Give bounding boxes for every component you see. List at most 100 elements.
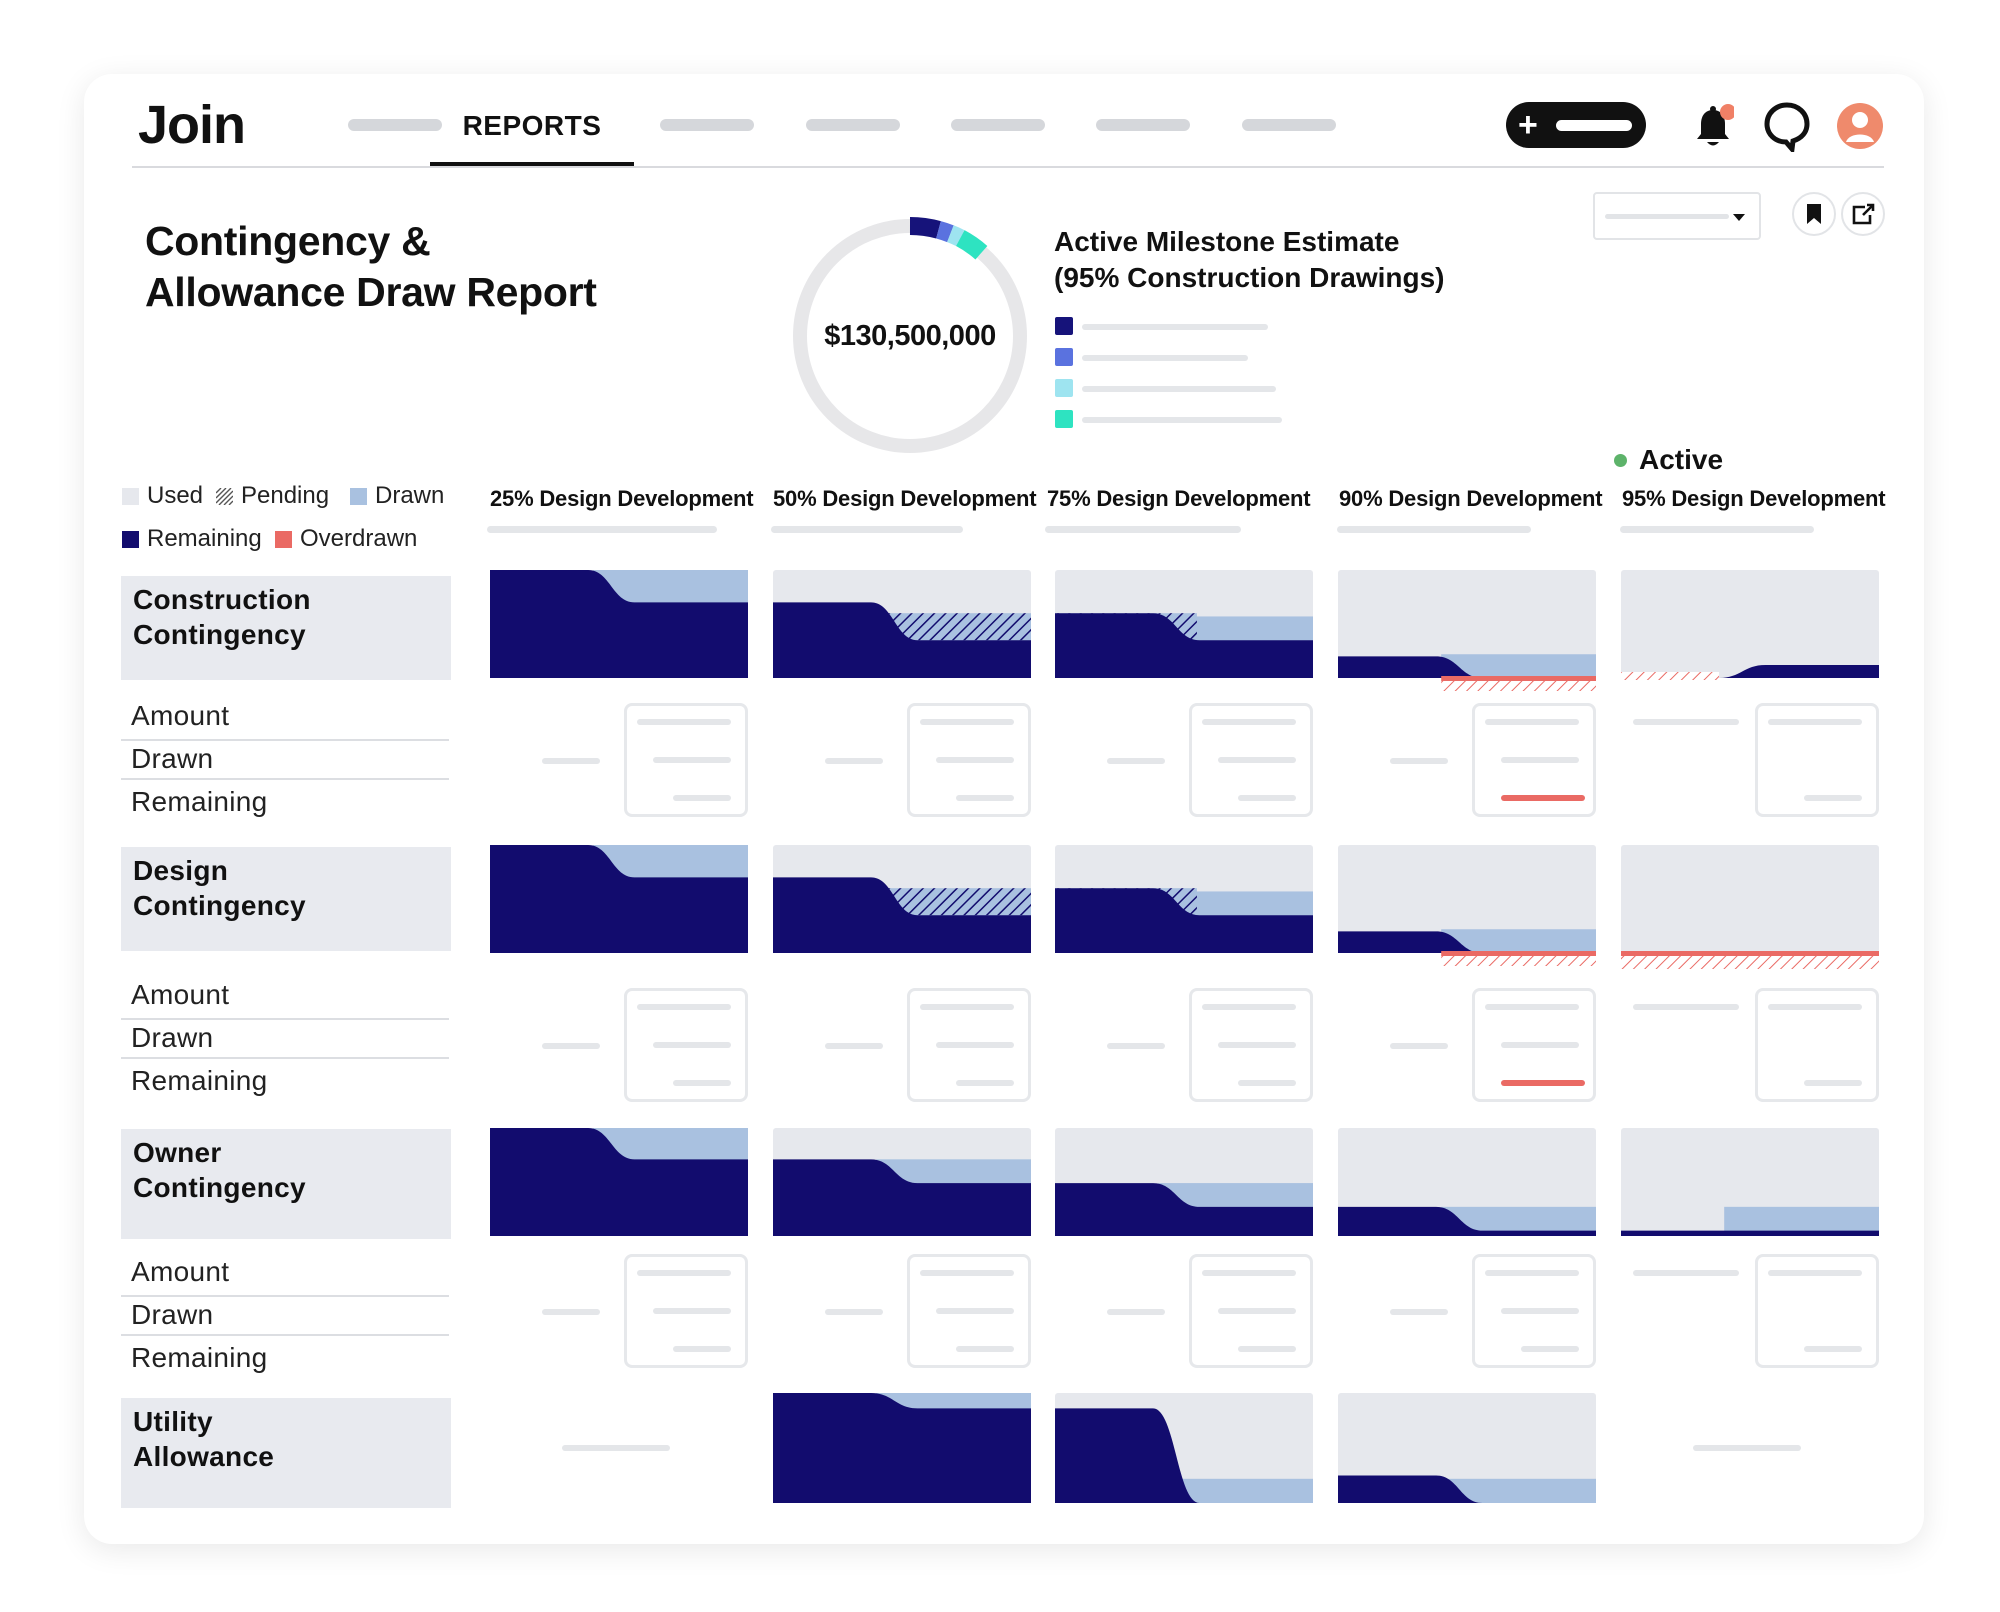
- value-detail-box[interactable]: [624, 1254, 748, 1368]
- swatch-overdrawn: [275, 530, 292, 548]
- row-label-drawn: Drawn: [131, 743, 214, 774]
- remaining-area: [1055, 888, 1313, 953]
- legend-used: Used: [122, 482, 203, 510]
- chat-icon[interactable]: [1762, 100, 1812, 152]
- milestone-title-line: Active Milestone Estimate: [1054, 226, 1400, 257]
- value-detail-box[interactable]: [1755, 703, 1879, 817]
- draw-area-chart[interactable]: [1621, 570, 1879, 696]
- draw-area-chart[interactable]: [1055, 1393, 1313, 1521]
- nav-tab-placeholder[interactable]: [951, 119, 1045, 131]
- draw-area-chart[interactable]: [1338, 1128, 1596, 1254]
- draw-area-chart[interactable]: [490, 570, 748, 696]
- value-detail-box[interactable]: [1472, 703, 1596, 817]
- empty-cell-placeholder: [562, 1445, 670, 1451]
- value-placeholder: [1521, 1346, 1579, 1352]
- value-placeholder: [1501, 1042, 1579, 1048]
- draw-area-chart[interactable]: [1055, 1128, 1313, 1254]
- value-detail-box[interactable]: [1472, 1254, 1596, 1368]
- join-logo[interactable]: Join: [138, 95, 246, 155]
- nav-tab-placeholder[interactable]: [1242, 119, 1336, 131]
- active-tab-indicator: [430, 162, 634, 166]
- milestone-select[interactable]: [1593, 192, 1761, 240]
- draw-area-chart[interactable]: [1338, 845, 1596, 971]
- remaining-area: [490, 570, 748, 678]
- amount-placeholder: [542, 1043, 600, 1049]
- donut-segment: [955, 230, 988, 260]
- tab-reports[interactable]: REPORTS: [462, 110, 602, 141]
- value-detail-box[interactable]: [907, 1254, 1031, 1368]
- value-detail-box[interactable]: [1472, 988, 1596, 1102]
- amount-placeholder: [542, 758, 600, 764]
- value-placeholder: [673, 1346, 731, 1352]
- remaining-area: [773, 1393, 1031, 1503]
- value-placeholder: [673, 795, 731, 801]
- value-detail-box[interactable]: [1189, 1254, 1313, 1368]
- row-divider: [121, 1334, 449, 1336]
- row-divider: [121, 1018, 449, 1020]
- draw-area-chart[interactable]: [1621, 1128, 1879, 1254]
- swatch-used: [122, 487, 139, 505]
- value-placeholder: [1238, 1080, 1296, 1086]
- nav-tab-placeholder[interactable]: [348, 119, 442, 131]
- draw-area-chart[interactable]: [773, 570, 1031, 696]
- avatar[interactable]: [1836, 102, 1884, 150]
- value-placeholder: [956, 1080, 1014, 1086]
- add-button-label-placeholder: [1556, 120, 1632, 131]
- value-detail-box[interactable]: [1189, 703, 1313, 817]
- overdrawn-hatch: [1621, 672, 1720, 680]
- draw-area-chart[interactable]: [773, 1128, 1031, 1254]
- section-label: Contingency: [133, 619, 306, 650]
- value-placeholder: [1501, 1080, 1585, 1086]
- overdrawn-hatch: [1441, 681, 1596, 691]
- add-button[interactable]: +: [1506, 102, 1646, 148]
- row-label-amount: Amount: [131, 700, 230, 731]
- milestone-subtitle-placeholder: [771, 526, 963, 533]
- value-detail-box[interactable]: [624, 703, 748, 817]
- value-placeholder: [956, 1346, 1014, 1352]
- draw-area-chart[interactable]: [1055, 570, 1313, 696]
- draw-area-chart[interactable]: [773, 845, 1031, 971]
- share-button[interactable]: [1841, 192, 1885, 236]
- nav-tab-placeholder[interactable]: [806, 119, 900, 131]
- row-divider: [121, 778, 449, 780]
- milestone-header: 90% Design Development: [1339, 486, 1603, 511]
- value-placeholder: [1768, 719, 1862, 725]
- value-detail-box[interactable]: [1189, 988, 1313, 1102]
- remaining-area: [1338, 656, 1596, 678]
- section-label: Construction: [133, 584, 311, 615]
- draw-area-chart[interactable]: [1621, 845, 1879, 971]
- value-detail-box[interactable]: [907, 988, 1031, 1102]
- nav-tab-placeholder[interactable]: [660, 119, 754, 131]
- draw-area-chart[interactable]: [773, 1393, 1031, 1521]
- row-divider: [121, 1057, 449, 1059]
- value-placeholder: [673, 1080, 731, 1086]
- row-label-drawn: Drawn: [131, 1022, 214, 1053]
- bookmark-button[interactable]: [1792, 192, 1836, 236]
- value-detail-box[interactable]: [907, 703, 1031, 817]
- nav-tab-placeholder[interactable]: [1096, 119, 1190, 131]
- value-placeholder: [1804, 1346, 1862, 1352]
- value-placeholder: [1485, 719, 1579, 725]
- page-title: Contingency & Allowance Draw Report: [145, 216, 597, 318]
- row-label-remaining: Remaining: [131, 1342, 268, 1373]
- legend-swatch: [1055, 348, 1073, 366]
- remaining-area: [1055, 613, 1313, 678]
- used-area: [1338, 845, 1596, 953]
- section-label: Owner: [133, 1137, 222, 1168]
- donut-segment: [936, 221, 954, 243]
- row-label-drawn: Drawn: [131, 1299, 214, 1330]
- milestone-estimate-title: Active Milestone Estimate (95% Construct…: [1054, 224, 1444, 296]
- draw-area-chart[interactable]: [490, 845, 748, 971]
- value-detail-box[interactable]: [624, 988, 748, 1102]
- value-detail-box[interactable]: [1755, 988, 1879, 1102]
- value-placeholder: [1501, 757, 1579, 763]
- value-detail-box[interactable]: [1755, 1254, 1879, 1368]
- draw-area-chart[interactable]: [490, 1128, 748, 1254]
- legend-label-placeholder: [1082, 355, 1248, 361]
- bell-icon[interactable]: [1692, 104, 1734, 150]
- draw-area-chart[interactable]: [1055, 845, 1313, 971]
- draw-area-chart[interactable]: [1338, 570, 1596, 696]
- milestone-subtitle-placeholder: [487, 526, 717, 533]
- draw-area-chart[interactable]: [1338, 1393, 1596, 1521]
- value-placeholder: [1218, 757, 1296, 763]
